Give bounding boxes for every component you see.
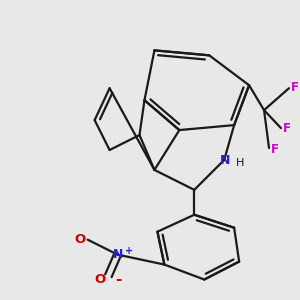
Text: F: F bbox=[271, 142, 279, 155]
Text: +: + bbox=[124, 246, 133, 256]
Text: H: H bbox=[236, 158, 244, 168]
Text: N: N bbox=[112, 248, 123, 261]
Text: -: - bbox=[116, 272, 122, 287]
Text: N: N bbox=[220, 154, 230, 167]
Text: O: O bbox=[94, 273, 106, 286]
Text: F: F bbox=[283, 122, 291, 135]
Text: F: F bbox=[291, 81, 299, 94]
Text: O: O bbox=[74, 233, 86, 246]
